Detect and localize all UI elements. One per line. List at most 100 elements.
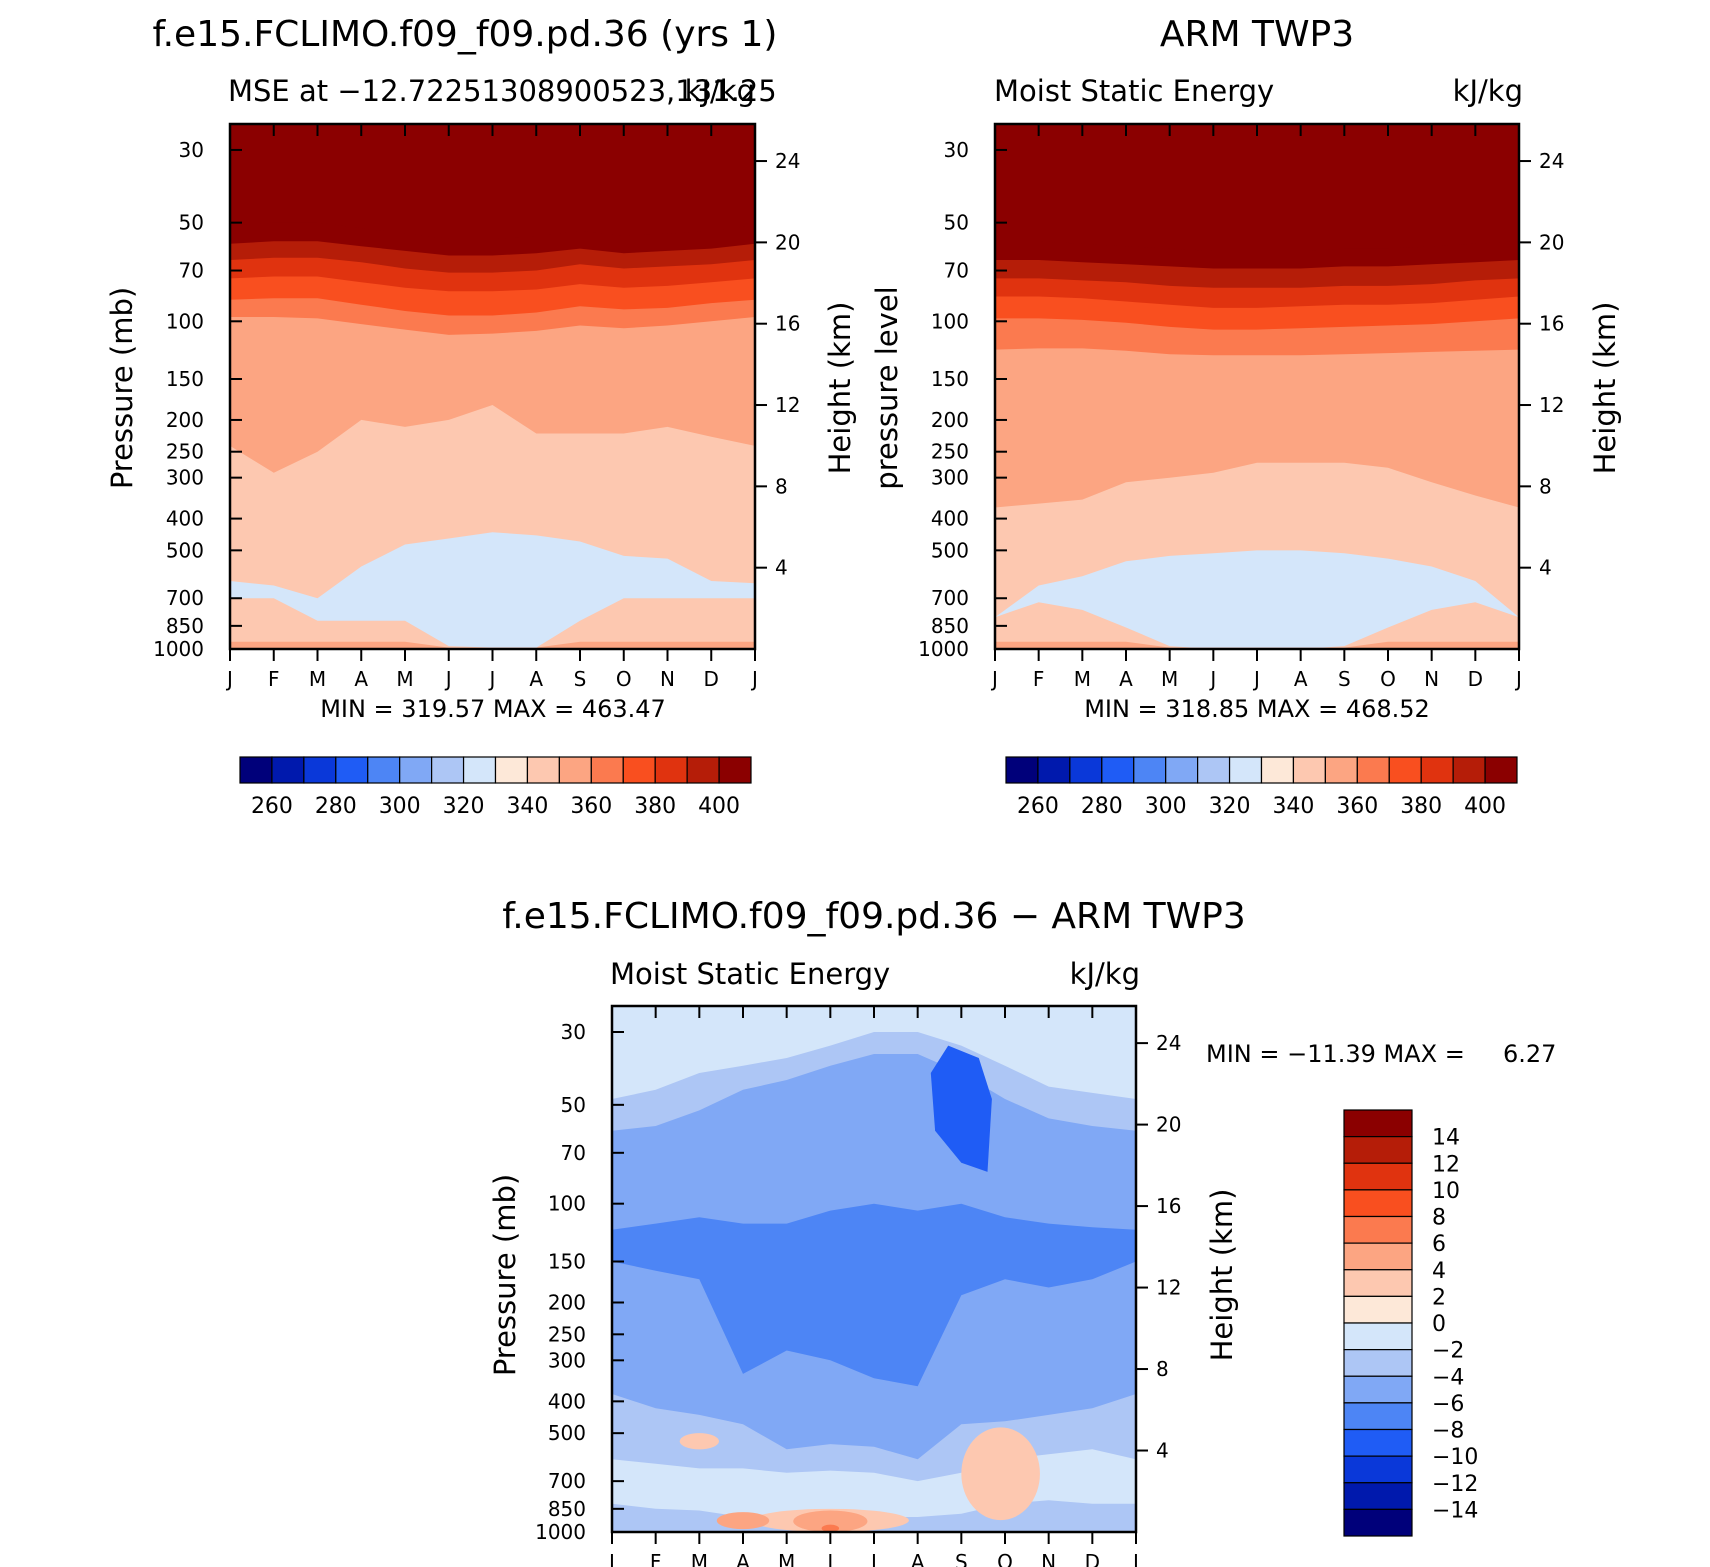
colorbar-swatch bbox=[1005, 756, 1039, 784]
x-tick-label: N bbox=[1041, 1550, 1056, 1567]
x-tick-label: N bbox=[660, 667, 675, 691]
colorbar-label: 320 bbox=[1209, 794, 1251, 819]
colorbar-swatch bbox=[1343, 1269, 1413, 1297]
colorbar-swatch bbox=[1343, 1109, 1413, 1138]
colorbar-label: 380 bbox=[1400, 794, 1442, 819]
y-tick-label: 400 bbox=[931, 507, 969, 531]
colorbar-swatch bbox=[303, 756, 337, 784]
colorbar-swatch bbox=[1037, 756, 1071, 784]
y-tick-label: 100 bbox=[166, 309, 204, 333]
colorbar: 260 280 300 320 340 360 380 400 bbox=[1005, 756, 1518, 819]
colorbar-label: 300 bbox=[379, 794, 421, 819]
y-tick-label: 850 bbox=[166, 614, 204, 638]
panel-title: f.e15.FCLIMO.f09_f09.pd.36 (yrs 1) bbox=[153, 14, 778, 55]
colorbar-swatch bbox=[1343, 1349, 1413, 1377]
colorbar-swatch bbox=[1343, 1428, 1413, 1457]
colorbar-label: −4 bbox=[1432, 1365, 1464, 1390]
colorbar-swatch bbox=[494, 756, 529, 784]
contour-spot-4 bbox=[793, 1510, 868, 1532]
right-subtitle: kJ/kg bbox=[685, 74, 755, 108]
colorbar-label: 0 bbox=[1432, 1312, 1446, 1337]
contour-spot-2 bbox=[961, 1427, 1040, 1521]
contour-area bbox=[230, 124, 755, 649]
x-tick-label: A bbox=[736, 1550, 750, 1567]
colorbar-swatch bbox=[1343, 1482, 1413, 1510]
panel-observation: ARM TWP3 Moist Static Energy kJ/kg 30 50 7… bbox=[870, 14, 1622, 819]
colorbar-swatch bbox=[1133, 756, 1167, 784]
x-tick-label: M bbox=[1161, 667, 1178, 691]
x-tick-label: S bbox=[1338, 667, 1351, 691]
x-tick-label: J bbox=[1208, 667, 1216, 691]
colorbar-swatch bbox=[1292, 756, 1326, 784]
colorbar-swatch bbox=[335, 756, 369, 784]
left-subtitle: Moist Static Energy bbox=[994, 74, 1274, 108]
y2-tick-label: 24 bbox=[1156, 1031, 1181, 1055]
colorbar-label: 400 bbox=[1464, 794, 1506, 819]
y2-tick-label: 8 bbox=[1539, 474, 1552, 498]
y-tick-label: 150 bbox=[548, 1249, 586, 1273]
contour-area bbox=[995, 124, 1519, 649]
colorbar-label: 360 bbox=[1336, 794, 1378, 819]
y-tick-label: 500 bbox=[548, 1421, 586, 1445]
colorbar-swatch bbox=[1343, 1322, 1413, 1351]
colorbar-label: 360 bbox=[570, 794, 612, 819]
y2-tick-label: 24 bbox=[775, 149, 800, 173]
colorbar-swatch bbox=[1484, 756, 1518, 784]
x-tick-label: J bbox=[225, 667, 233, 691]
y-tick-label: 850 bbox=[931, 614, 969, 638]
colorbar-swatch bbox=[1343, 1402, 1413, 1431]
y-tick-label: 50 bbox=[179, 211, 204, 235]
contour-band-low bbox=[995, 550, 1519, 649]
y-tick-label: 1000 bbox=[918, 637, 969, 661]
colorbar-swatch bbox=[1228, 756, 1263, 784]
colorbar-swatch bbox=[1420, 756, 1454, 784]
colorbar-swatch bbox=[1452, 756, 1486, 784]
y-tick-label: 250 bbox=[166, 440, 204, 464]
colorbar-swatch bbox=[1324, 756, 1358, 784]
colorbar-label: 6 bbox=[1432, 1232, 1446, 1257]
y-tick-label: 200 bbox=[931, 408, 969, 432]
x-tick-label: J bbox=[1514, 667, 1522, 691]
colorbar-label: 2 bbox=[1432, 1285, 1446, 1310]
contour-spot-4 bbox=[716, 1512, 770, 1530]
x-tick-label: S bbox=[574, 667, 587, 691]
y-tick-label: 850 bbox=[548, 1497, 586, 1521]
contour-area bbox=[612, 1006, 1136, 1532]
x-tick-label: M bbox=[309, 667, 326, 691]
y-tick-label: 30 bbox=[944, 138, 969, 162]
y2-tick-label: 16 bbox=[1539, 312, 1564, 336]
colorbar-swatch bbox=[1260, 756, 1295, 784]
colorbar-swatch bbox=[462, 756, 497, 784]
y-tick-label: 700 bbox=[548, 1469, 586, 1493]
panel-model: f.e15.FCLIMO.f09_f09.pd.36 (yrs 1) MSE a… bbox=[105, 14, 857, 819]
colorbar-label: 10 bbox=[1432, 1179, 1460, 1204]
colorbar-label: 280 bbox=[1081, 794, 1123, 819]
colorbar-label: 260 bbox=[251, 794, 293, 819]
y-tick-label: 250 bbox=[931, 440, 969, 464]
contour-core-min bbox=[930, 1045, 992, 1172]
x-tick-label: O bbox=[616, 667, 632, 691]
y-tick-label: 300 bbox=[166, 466, 204, 490]
y-tick-label: 700 bbox=[931, 586, 969, 610]
y-tick-label: 300 bbox=[548, 1348, 586, 1372]
colorbar-label: 320 bbox=[443, 794, 485, 819]
x-tick-label: J bbox=[444, 667, 452, 691]
colorbar-swatch bbox=[1343, 1215, 1413, 1244]
y-tick-label: 1000 bbox=[535, 1520, 586, 1544]
colorbar-swatch bbox=[1343, 1295, 1413, 1324]
x-tick-label: D bbox=[704, 667, 719, 691]
y-tick-label: 70 bbox=[561, 1141, 586, 1165]
x-tick-label: S bbox=[955, 1550, 968, 1567]
y2-tick-label: 4 bbox=[1539, 556, 1552, 580]
y-tick-label: 150 bbox=[166, 367, 204, 391]
y-tick-label: 150 bbox=[931, 367, 969, 391]
y2-tick-label: 4 bbox=[1156, 1439, 1169, 1463]
colorbar-swatch bbox=[1101, 756, 1135, 784]
y-tick-label: 70 bbox=[179, 259, 204, 283]
y2-tick-label: 8 bbox=[775, 474, 788, 498]
y-tick-label: 500 bbox=[931, 538, 969, 562]
